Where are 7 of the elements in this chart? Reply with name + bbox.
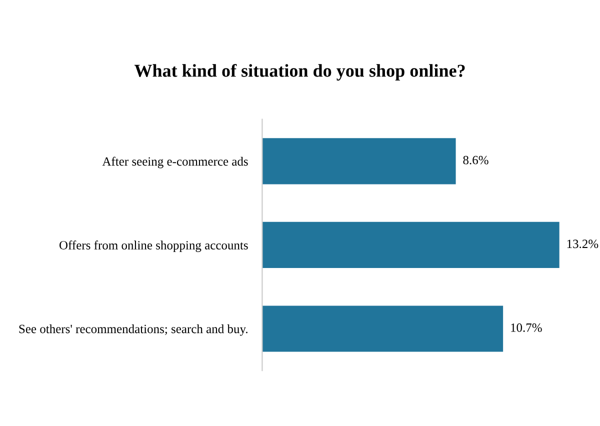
- data-label: 8.6%: [463, 156, 488, 164]
- y-tick-label: See others' recommendations; search and buy.: [19, 324, 248, 336]
- data-label: 10.7%: [511, 323, 542, 332]
- y-tick-label: Offers from online shopping accounts: [60, 240, 248, 252]
- data-label: 13.2%: [567, 240, 598, 248]
- y-tick-label: After seeing e-commerce ads: [102, 156, 248, 168]
- chart-title: What kind of situation do you shop online?: [134, 64, 465, 81]
